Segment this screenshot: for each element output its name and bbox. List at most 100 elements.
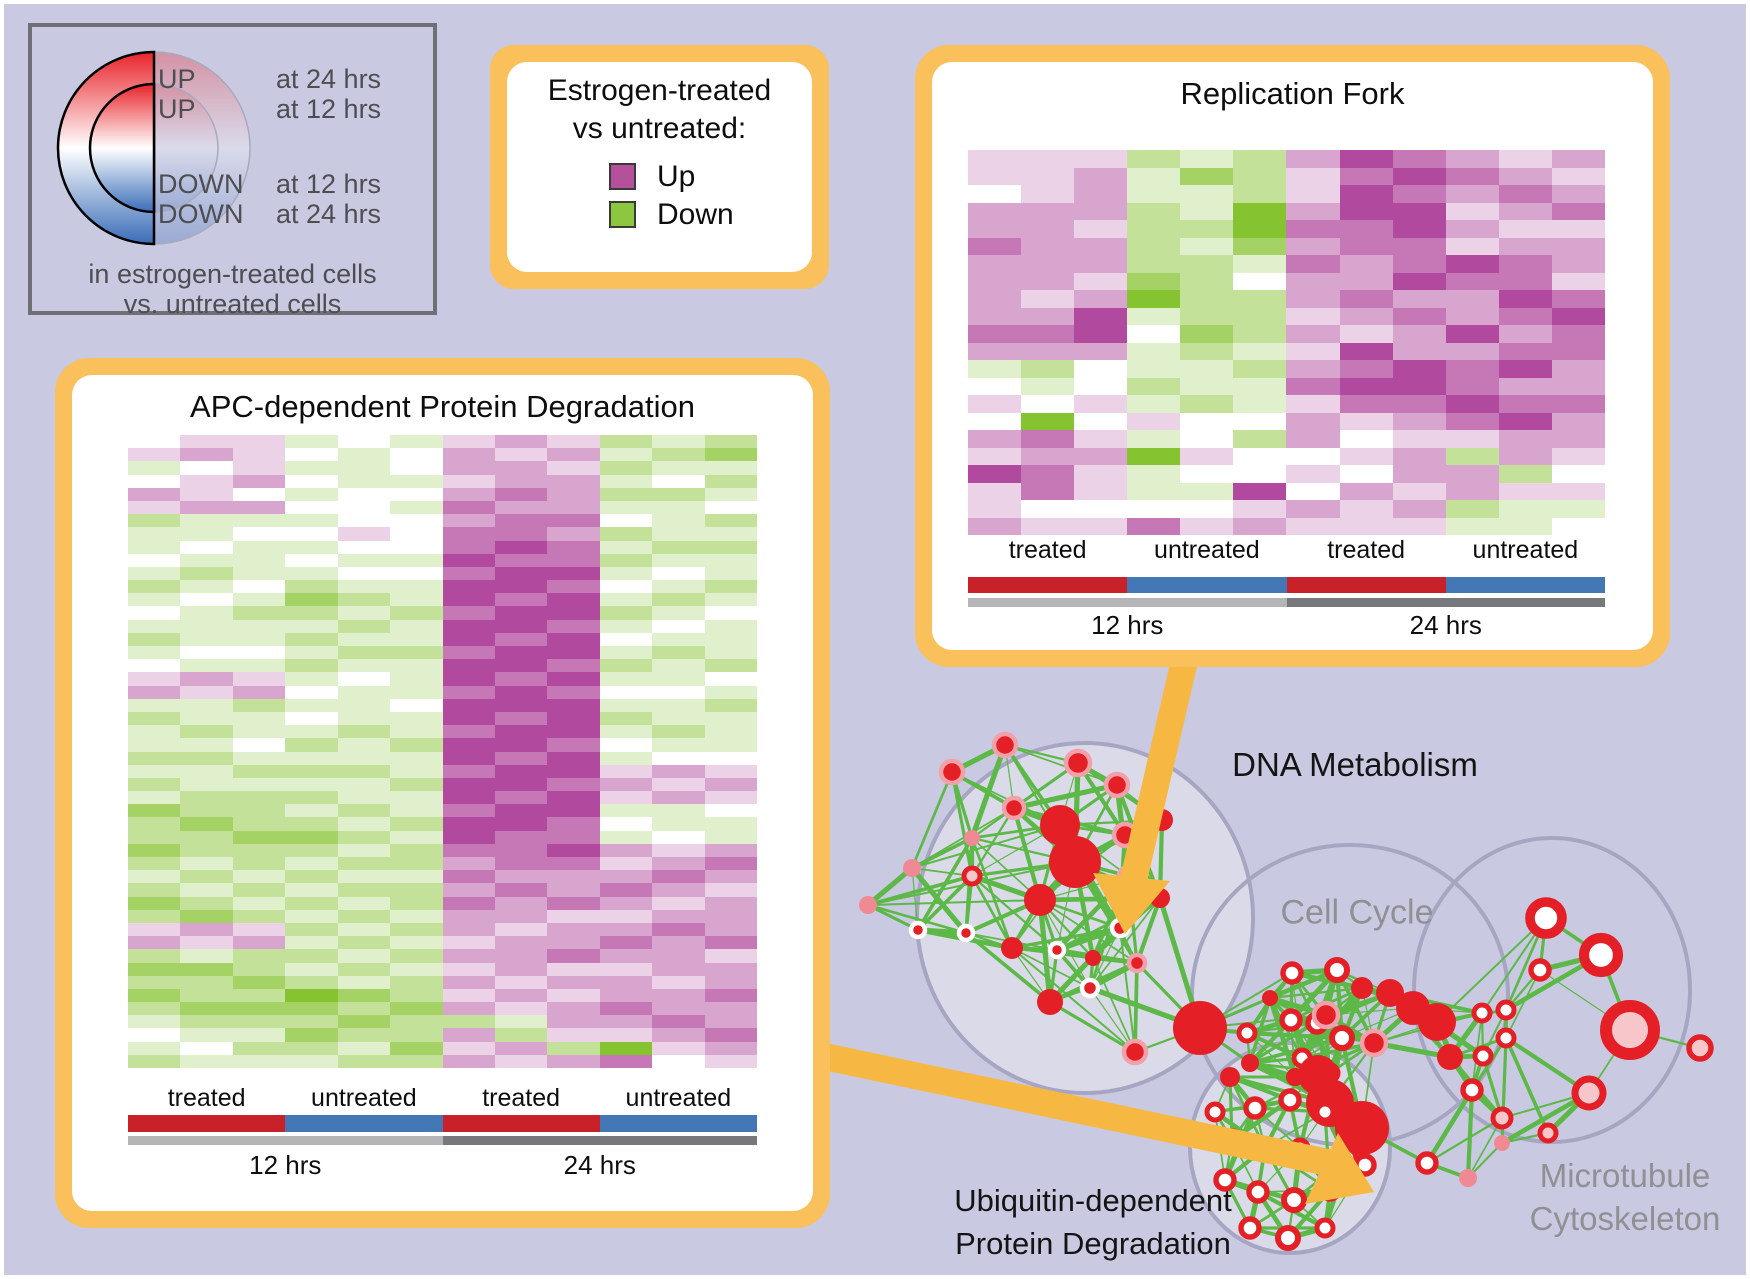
network-edge <box>867 903 919 932</box>
heatmap-cell <box>1180 272 1234 290</box>
network-node <box>1471 1002 1493 1024</box>
heatmap-cell <box>1127 500 1181 518</box>
heatmap-cell <box>1286 202 1340 220</box>
heatmap-cell <box>1445 500 1499 518</box>
heatmap-row <box>128 909 758 923</box>
heatmap-cell <box>652 1028 705 1042</box>
heatmap-cell <box>547 830 600 844</box>
heatmap-cell <box>128 725 181 739</box>
heatmap-cell <box>128 540 181 554</box>
heatmap-cell <box>599 659 653 673</box>
heatmap-cell <box>128 672 181 686</box>
heatmap-cell <box>599 632 653 646</box>
heatmap-cell <box>180 566 233 581</box>
heatmap-cell <box>1127 150 1181 168</box>
heatmap-cell <box>442 804 495 818</box>
heatmap-cell <box>1498 255 1552 273</box>
heatmap-cell <box>968 185 1022 203</box>
heatmap-cell <box>232 764 286 778</box>
direction-label: DOWN <box>158 199 244 229</box>
heatmap-cell <box>442 777 495 792</box>
heatmap-cell <box>442 685 495 699</box>
rf-group-label: untreated <box>1154 536 1260 564</box>
heatmap-cell <box>128 751 181 765</box>
heatmap-cell <box>1180 220 1234 238</box>
heatmap-cell <box>180 540 233 554</box>
heatmap-cell <box>704 738 758 752</box>
heatmap-cell <box>1392 237 1446 255</box>
heatmap-cell <box>390 791 443 805</box>
heatmap-cell <box>1021 150 1075 168</box>
heatmap-cell <box>704 975 758 989</box>
network-node <box>1049 836 1101 888</box>
heatmap-cell <box>1551 307 1605 325</box>
heatmap-cell <box>1074 360 1128 378</box>
apc-panel-title: APC-dependent Protein Degradation <box>190 389 695 424</box>
rf-untreated-bar <box>1445 577 1605 593</box>
heatmap-cell <box>494 514 548 528</box>
heatmap-cell <box>337 870 391 884</box>
heatmap-cell <box>180 962 233 976</box>
heatmap-cell <box>232 751 286 765</box>
heatmap-cell <box>1074 167 1128 185</box>
heatmap-cell <box>652 461 705 475</box>
network-node <box>1238 1216 1262 1240</box>
heatmap-cell <box>599 738 653 752</box>
heatmap-cell <box>704 922 758 937</box>
heatmap-cell <box>1180 237 1234 255</box>
heatmap-cell <box>128 435 181 449</box>
heatmap-cell <box>704 1041 758 1055</box>
heatmap-cell <box>599 843 653 857</box>
heatmap-cell <box>390 764 443 778</box>
heatmap-cell <box>704 527 758 541</box>
heatmap-cell <box>442 527 495 541</box>
heatmap-cell <box>1498 220 1552 238</box>
heatmap-cell <box>442 738 495 752</box>
heatmap-cell <box>442 593 495 607</box>
heatmap-cell <box>1074 500 1128 518</box>
rf-untreated-bar <box>1127 577 1287 593</box>
heatmap-cell <box>442 725 495 739</box>
heatmap-cell <box>1233 307 1287 325</box>
heatmap-cell <box>390 1028 443 1042</box>
heatmap-cell <box>968 290 1022 308</box>
network-node <box>1236 1022 1258 1044</box>
heatmap-row <box>128 962 758 976</box>
heatmap-cell <box>285 922 338 937</box>
network-node <box>1351 977 1373 999</box>
heatmap-cell <box>180 672 233 686</box>
heatmap-cell <box>128 777 181 792</box>
estrogen-legend-inner: Estrogen-treated vs untreated: Up Down <box>507 62 812 272</box>
heatmap-cell <box>968 482 1022 500</box>
heatmap-cell <box>1286 342 1340 360</box>
heatmap-cell <box>704 751 758 765</box>
heatmap-cell <box>180 487 233 501</box>
heatmap-cell <box>442 764 495 778</box>
rf-panel-title: Replication Fork <box>1180 76 1405 111</box>
heatmap-cell <box>547 725 600 739</box>
heatmap-row <box>968 272 1605 290</box>
heatmap-cell <box>704 566 758 581</box>
heatmap-cell <box>1339 482 1393 500</box>
heatmap-cell <box>1127 360 1181 378</box>
heatmap-cell <box>1180 465 1234 483</box>
heatmap-cell <box>704 435 758 449</box>
heatmap-cell <box>494 619 548 633</box>
heatmap-cell <box>494 1028 548 1042</box>
heatmap-cell <box>547 922 600 937</box>
heatmap-cell <box>494 527 548 541</box>
heatmap-cell <box>180 474 233 488</box>
heatmap-cell <box>1392 395 1446 413</box>
heatmap-cell <box>704 883 758 897</box>
network-node <box>1262 990 1278 1006</box>
heatmap-cell <box>1074 517 1128 535</box>
heatmap-cell <box>1392 255 1446 273</box>
heatmap-cell <box>704 764 758 778</box>
heatmap-cell <box>1445 220 1499 238</box>
heatmap-cell <box>232 1002 286 1016</box>
heatmap-cell <box>704 672 758 686</box>
heatmap-cell <box>1233 185 1287 203</box>
time-label: at 24 hrs <box>276 199 382 229</box>
heatmap-cell <box>390 751 443 765</box>
heatmap-cell <box>599 593 653 607</box>
